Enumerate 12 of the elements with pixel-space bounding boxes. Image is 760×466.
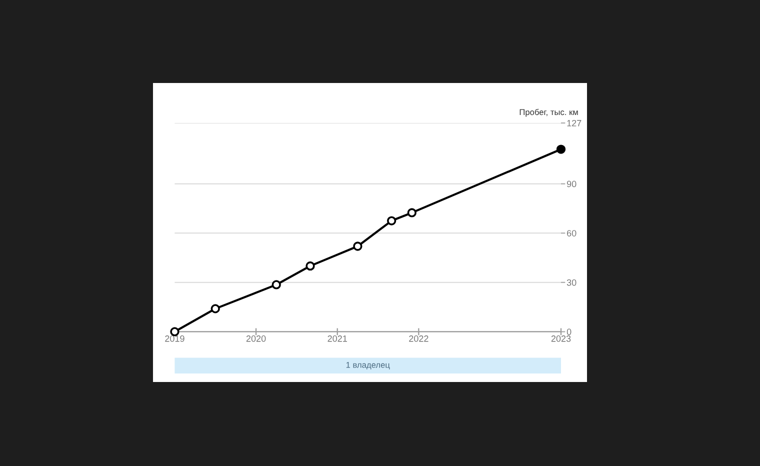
y-tick-label: 30 <box>566 279 576 286</box>
x-tick-label: 2020 <box>246 335 266 342</box>
x-tick-label: 2022 <box>409 335 428 342</box>
band-label: 1 владелец <box>346 362 390 370</box>
y-tick-label: 90 <box>566 180 576 188</box>
y-tick-label: 0 <box>566 328 572 336</box>
x-tick-label: 2023 <box>551 335 571 342</box>
x-tick-label: 2021 <box>328 335 347 342</box>
y-tick-label: 127 <box>567 120 582 126</box>
x-tick-label: 2019 <box>165 335 184 342</box>
y-tick-label: 60 <box>567 230 576 236</box>
y-axis-title: Пробег, тыс. км <box>520 108 578 117</box>
